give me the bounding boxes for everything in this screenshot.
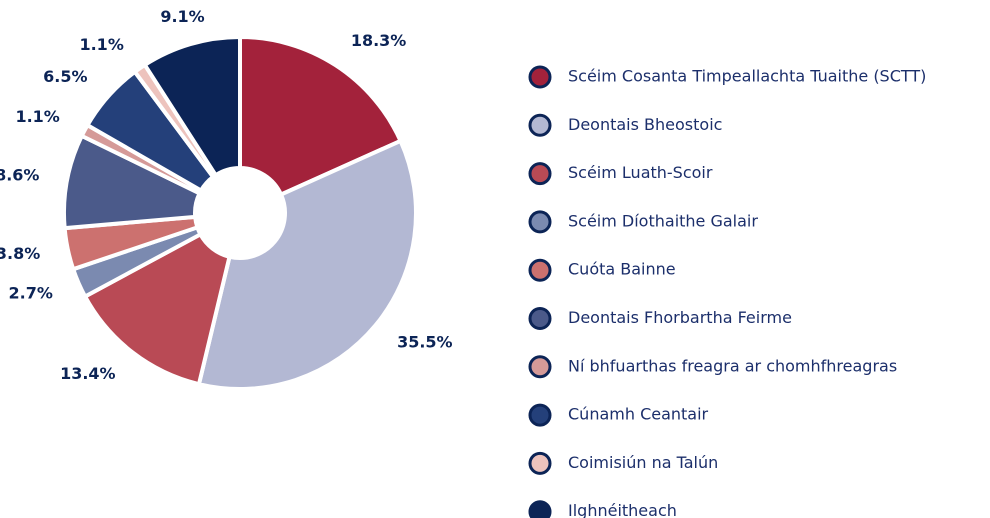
legend-swatch — [528, 307, 552, 330]
legend-label: Ní bhfuarthas freagra ar chomhfhreagras — [568, 356, 897, 375]
legend-label: Deontais Bheostoic — [568, 115, 722, 134]
legend-label: Scéim Cosanta Timpeallachta Tuaithe (SCT… — [568, 67, 926, 86]
pie-slice — [238, 34, 404, 198]
legend-swatch — [528, 403, 552, 427]
legend-swatch — [528, 113, 552, 137]
value-label: 3.8% — [0, 244, 40, 263]
legend-swatch — [528, 258, 552, 282]
value-label: 6.5% — [43, 67, 87, 86]
legend-swatch — [528, 162, 552, 186]
pie-slice — [82, 231, 232, 387]
value-label: 2.7% — [8, 284, 52, 303]
legend-swatch — [528, 500, 552, 518]
value-label: 9.1% — [160, 7, 204, 26]
legend-swatch — [528, 210, 552, 234]
legend-label: Coimisiún na Talún — [568, 453, 718, 472]
value-label: 8.6% — [0, 165, 39, 184]
legend-swatch — [528, 355, 552, 379]
legend-label: Cuóta Bainne — [568, 260, 676, 279]
legend-label: Cúnamh Ceantair — [568, 405, 709, 424]
value-label: 13.4% — [60, 364, 116, 383]
value-label: 1.1% — [79, 35, 123, 54]
legend-label: Scéim Luath-Scoir — [568, 163, 713, 182]
value-label: 18.3% — [351, 31, 407, 50]
legend-swatch — [528, 451, 552, 475]
legend-label: Ilghnéitheach — [568, 501, 677, 518]
legend-swatch — [528, 65, 552, 89]
value-label: 1.1% — [15, 107, 59, 126]
pie-slice — [142, 34, 242, 178]
value-label: 35.5% — [397, 333, 453, 352]
pie-slice — [196, 138, 418, 391]
legend-label: Scéim Díothaithe Galair — [568, 211, 758, 230]
legend-label: Deontais Fhorbartha Feirme — [568, 308, 792, 327]
